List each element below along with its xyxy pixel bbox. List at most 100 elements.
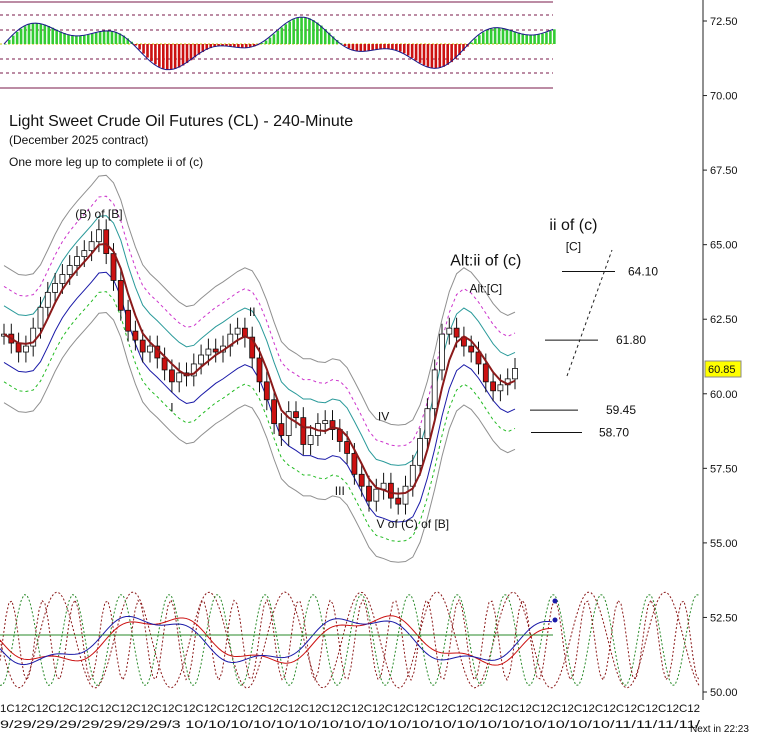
histogram-bar-down <box>359 44 363 52</box>
candle-up <box>81 250 88 257</box>
histogram-bar-down <box>229 44 232 47</box>
wave-label: I <box>170 401 173 415</box>
candle-up <box>234 327 241 335</box>
histogram-bar-down <box>363 44 367 52</box>
histogram-bar-up <box>55 29 58 44</box>
level-label: 59.45 <box>606 403 636 417</box>
candle-up <box>44 291 51 308</box>
histogram-bar-down <box>185 44 189 64</box>
candle-up <box>59 274 66 284</box>
candle-down <box>395 497 402 505</box>
histogram-bar-down <box>146 44 149 58</box>
histogram-bar-down <box>406 44 410 56</box>
moving-average-line <box>3 242 516 495</box>
cycle-oscillator-panel <box>0 591 700 689</box>
histogram-bar-down <box>391 44 394 50</box>
y-tick-label: 52.50 <box>710 612 738 624</box>
histogram-bar-down <box>201 44 205 53</box>
candle-down <box>103 229 110 255</box>
top-indicator-panel <box>0 1 556 89</box>
candle-up <box>74 256 80 266</box>
histogram-bar-down <box>181 44 185 66</box>
y-tick-label: 70.00 <box>710 91 738 103</box>
candle-down <box>293 411 299 419</box>
candle-down <box>475 351 482 365</box>
histogram-bar-down <box>343 44 347 47</box>
band-teal <box>3 215 516 466</box>
candle-up <box>322 420 329 424</box>
candle-up <box>285 411 292 436</box>
histogram-bar-down <box>395 44 398 51</box>
histogram-bar-down <box>347 44 351 49</box>
histogram-bar-up <box>110 31 114 44</box>
histogram-bar-up <box>106 30 110 44</box>
histogram-bar-down <box>387 44 390 49</box>
y-axis: 72.50 70.00 67.50 65.00 62.50 60.00 57.50 55.00… <box>703 16 738 699</box>
chart-note: One more leg up to complete ii of (c) <box>9 155 204 169</box>
x-axis-date-labels: 9/29/29/29/29/29/29/29/3 10/10/10/10/10/… <box>0 719 701 731</box>
candle-down <box>117 280 124 311</box>
candle-up <box>497 384 504 392</box>
candle-up <box>52 283 58 293</box>
histogram-bar-up <box>51 27 54 44</box>
histogram-bar-down <box>383 44 386 49</box>
wave-label: [C] <box>566 240 581 254</box>
histogram-bar-up <box>497 27 501 44</box>
candle-down <box>482 363 489 383</box>
histogram-bar-up <box>489 28 493 44</box>
histogram-bar-down <box>205 44 209 50</box>
histogram-bar-down <box>430 44 434 68</box>
histogram-bar-up <box>292 19 295 44</box>
candle-up <box>307 435 314 445</box>
band-magenta <box>3 195 516 447</box>
histogram-bar-down <box>237 44 240 48</box>
histogram-bar-down <box>252 44 256 47</box>
candle-down <box>468 345 475 353</box>
envelope-bands <box>3 174 516 563</box>
histogram-bar-down <box>138 44 141 50</box>
candle-down <box>132 330 139 341</box>
histogram-bar-up <box>272 34 276 44</box>
histogram-bar-up <box>284 24 288 44</box>
candle-down <box>453 327 460 338</box>
candle-up <box>37 306 44 329</box>
histogram-bar-down <box>367 44 370 51</box>
candle-down <box>300 417 307 445</box>
histogram-bar-down <box>154 44 157 65</box>
histogram-bar-up <box>481 32 485 44</box>
candle-up <box>176 372 183 383</box>
candle-up <box>96 229 102 243</box>
band-green <box>3 291 516 542</box>
histogram-bar-down <box>399 44 402 52</box>
histogram-bar-up <box>316 22 319 44</box>
histogram-bar-down <box>410 44 414 58</box>
histogram-bar-down <box>162 44 165 69</box>
histogram-bar-up <box>296 17 299 44</box>
wave-label: II <box>249 305 256 319</box>
histogram-bar-down <box>221 44 224 46</box>
histogram-bar-up <box>513 31 517 44</box>
band-blue <box>3 271 516 523</box>
candle-down <box>271 399 278 424</box>
last-price-tag: 60.85 <box>704 360 742 378</box>
candle-down <box>263 381 270 401</box>
level-label: 61.80 <box>616 333 646 347</box>
histogram-bar-down <box>193 44 197 58</box>
candle-down <box>387 482 394 499</box>
candle-up <box>512 368 518 380</box>
candle-up <box>431 369 438 410</box>
price-levels: 64.10 61.80 59.45 58.70 <box>530 265 658 440</box>
osc-line-red <box>0 615 553 666</box>
histogram-bar-up <box>478 35 481 44</box>
wave-label: IV <box>378 410 389 424</box>
histogram-bar-up <box>545 32 548 44</box>
candle-down <box>256 357 263 383</box>
histogram-bar-down <box>241 44 244 48</box>
histogram-bar-down <box>371 44 374 51</box>
candle-up <box>373 488 380 502</box>
histogram-bar-up <box>304 17 307 44</box>
histogram-bar-up <box>35 23 39 44</box>
wave-label: (B) of [B] <box>75 207 122 221</box>
histogram-bar-down <box>351 44 355 50</box>
